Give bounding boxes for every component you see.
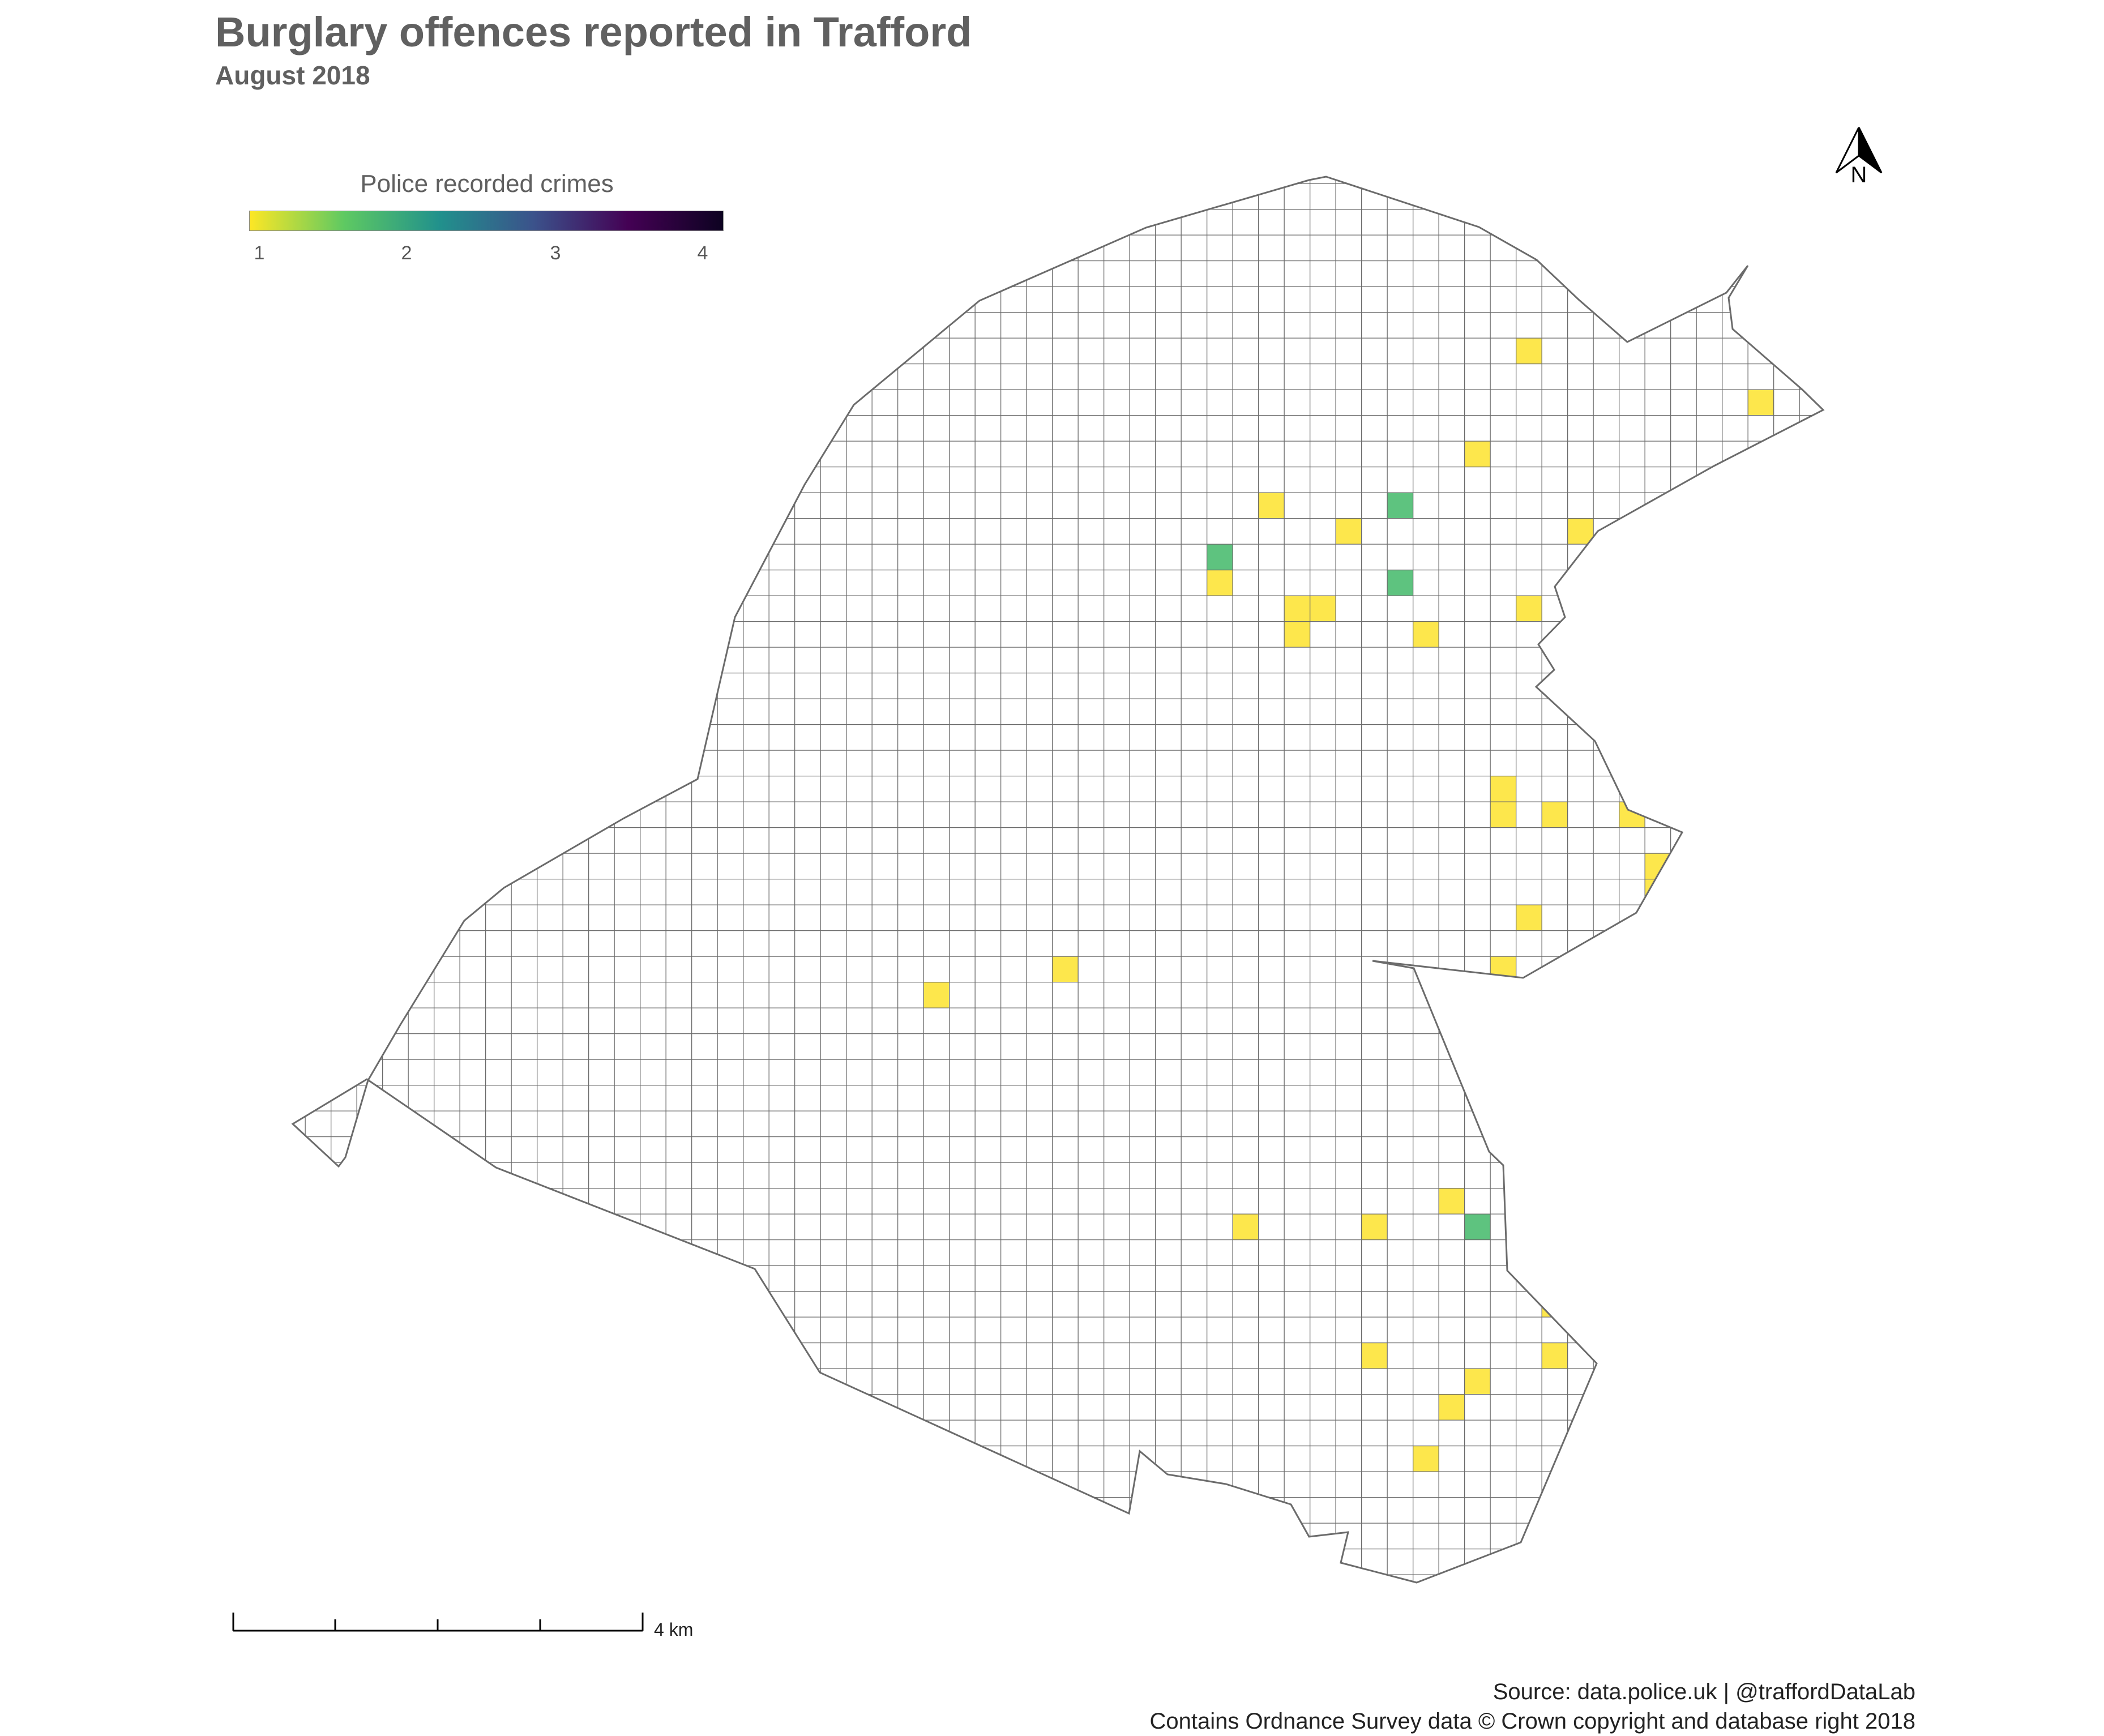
crime-cell-value-1 bbox=[1696, 1342, 1722, 1369]
crime-cell-value-1 bbox=[1773, 1136, 1799, 1162]
source-line-2: Contains Ordnance Survey data © Crown co… bbox=[1150, 1707, 1916, 1736]
crime-cell-value-1 bbox=[1876, 905, 1902, 931]
crime-cell-value-1 bbox=[1645, 1291, 1671, 1317]
crime-cell-value-1 bbox=[1748, 1369, 1774, 1395]
crime-cell-value-1 bbox=[2031, 518, 2057, 544]
crime-cell-value-1 bbox=[1567, 982, 1593, 1008]
crime-cell-value-1 bbox=[1670, 1342, 1696, 1369]
crime-cell-value-1 bbox=[1696, 1472, 1722, 1498]
crime-cell-value-1 bbox=[1902, 956, 1928, 982]
crime-cell-value-2 bbox=[1722, 956, 1748, 982]
crime-cell-value-1 bbox=[1954, 441, 1980, 467]
crime-cell-value-1 bbox=[1748, 544, 1774, 570]
source-caption: Source: data.police.uk | @traffordDataLa… bbox=[1150, 1677, 1916, 1736]
crime-cell-value-1 bbox=[1619, 1317, 1645, 1343]
crime-cell-value-1 bbox=[1593, 1214, 1619, 1240]
crime-cell-value-1 bbox=[1902, 879, 1928, 905]
crime-cell-value-1 bbox=[1851, 1239, 1877, 1265]
north-arrow-label: N bbox=[1851, 163, 1867, 187]
crime-cell-value-1 bbox=[1696, 776, 1722, 802]
crime-cell-value-1 bbox=[1593, 982, 1619, 1008]
crime-cell-value-1 bbox=[1593, 1394, 1619, 1420]
crime-cell-value-1 bbox=[1876, 956, 1902, 982]
crime-cell-value-1 bbox=[1542, 1239, 1568, 1265]
north-arrow: N bbox=[1836, 127, 1881, 187]
crime-cell-value-1 bbox=[1902, 827, 1928, 853]
crime-cell-value-2 bbox=[1773, 853, 1799, 879]
crime-cell-value-1 bbox=[1722, 750, 1748, 776]
crime-cell-value-1 bbox=[1722, 1472, 1748, 1498]
crime-cell-value-1 bbox=[1876, 1008, 1902, 1034]
crime-cell-value-3 bbox=[1722, 1342, 1748, 1369]
crime-cell-value-1 bbox=[1516, 1162, 1542, 1188]
crime-cell-value-1 bbox=[1825, 312, 1851, 338]
crime-cell-value-1 bbox=[1670, 1188, 1696, 1214]
crime-cell-value-2 bbox=[1825, 621, 1851, 647]
crime-cell-value-1 bbox=[1799, 956, 1825, 982]
scale-bar bbox=[233, 1613, 643, 1631]
crime-cell-value-1 bbox=[1722, 1291, 1748, 1317]
crime-cell-value-1 bbox=[1593, 596, 1619, 622]
crime-cell-value-1 bbox=[1851, 853, 1877, 879]
crime-cell-value-1 bbox=[1567, 596, 1593, 622]
source-line-1: Source: data.police.uk | @traffordDataLa… bbox=[1150, 1677, 1916, 1707]
crime-cell-value-2 bbox=[1593, 1008, 1619, 1034]
crime-cell-value-1 bbox=[2057, 493, 2083, 519]
crime-cell-value-2 bbox=[1773, 1394, 1799, 1420]
grid-lines bbox=[226, 142, 1868, 1614]
crime-cell-value-1 bbox=[1928, 493, 1954, 519]
crime-cell-value-1 bbox=[1773, 1472, 1799, 1498]
crime-cell-value-1 bbox=[1670, 1420, 1696, 1446]
crime-cell-value-1 bbox=[1722, 930, 1748, 956]
crime-cell-value-1 bbox=[1748, 905, 1774, 931]
crime-cell-value-1 bbox=[1825, 390, 1851, 416]
crime-cell-value-2 bbox=[1825, 1549, 1851, 1575]
crime-cell-value-1 bbox=[1593, 1059, 1619, 1085]
crime-cell-value-1 bbox=[1928, 544, 1954, 570]
crime-cell-value-1 bbox=[1722, 1162, 1748, 1188]
crime-cell-value-1 bbox=[1670, 1162, 1696, 1188]
crime-cell-value-1 bbox=[1851, 1420, 1877, 1446]
crime-cell-value-1 bbox=[1773, 1342, 1799, 1369]
crime-cell-value-1 bbox=[1748, 1317, 1774, 1343]
crime-cell-value-1 bbox=[1619, 1446, 1645, 1472]
crime-cell-value-2 bbox=[1876, 930, 1902, 956]
crime-cell-value-1 bbox=[1799, 647, 1825, 673]
scale-bar-label: 4 km bbox=[654, 1619, 693, 1640]
crime-cell-value-1 bbox=[1799, 982, 1825, 1008]
crime-cell-value-1 bbox=[1799, 1111, 1825, 1137]
crime-cell-value-1 bbox=[1593, 1111, 1619, 1137]
crime-cell-value-1 bbox=[1516, 1085, 1542, 1111]
crime-cell-value-1 bbox=[1696, 1188, 1722, 1214]
crime-cell-value-2 bbox=[1851, 905, 1877, 931]
crime-cell-value-1 bbox=[1748, 312, 1774, 338]
crime-cell-value-1 bbox=[1979, 364, 2005, 390]
crime-cell-value-1 bbox=[1567, 1291, 1593, 1317]
crime-cell-value-3 bbox=[1979, 518, 2005, 544]
crime-cell-value-2 bbox=[1670, 1317, 1696, 1343]
crime-cell-value-1 bbox=[1902, 1497, 1928, 1523]
crime-cell-value-1 bbox=[1799, 1162, 1825, 1188]
crime-cell-value-1 bbox=[1748, 776, 1774, 802]
crime-cell-value-1 bbox=[1851, 1188, 1877, 1214]
crime-cell-value-1 bbox=[1773, 930, 1799, 956]
